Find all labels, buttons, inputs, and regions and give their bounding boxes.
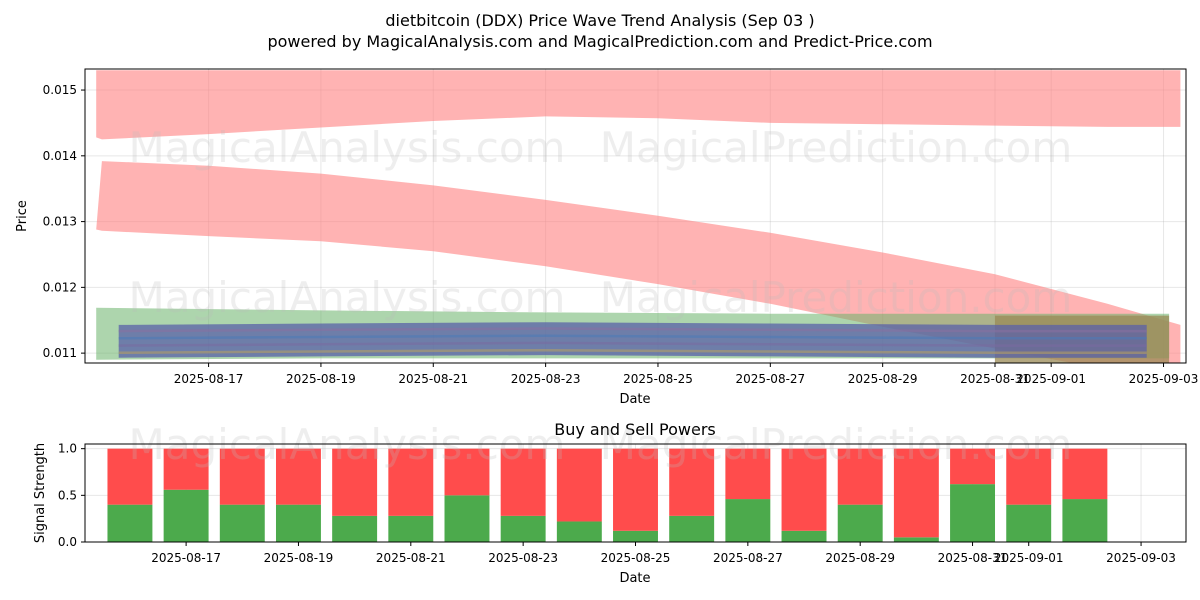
buy-bar xyxy=(1006,504,1052,542)
price-x-tick-label: 2025-08-21 xyxy=(398,372,468,386)
band-stripe xyxy=(118,348,1147,355)
buy-bar xyxy=(275,504,321,542)
buy-sell-x-tick-label: 2025-08-25 xyxy=(601,551,671,565)
sell-bar xyxy=(893,448,939,538)
chart-subtitle: powered by MagicalAnalysis.com and Magic… xyxy=(267,32,932,51)
buy-bar xyxy=(837,504,883,542)
buy-sell-x-tick-label: 2025-08-29 xyxy=(825,551,895,565)
buy-sell-x-tick-label: 2025-08-21 xyxy=(376,551,446,565)
band-stripe xyxy=(118,341,1147,347)
buy-sell-x-tick-label: 2025-08-31 xyxy=(938,551,1008,565)
price-y-tick-label: 0.012 xyxy=(43,280,77,294)
buy-bar xyxy=(613,530,658,542)
buy-sell-x-tick-label: 2025-08-19 xyxy=(264,551,334,565)
sell-bar xyxy=(332,448,378,516)
sell-bar xyxy=(275,448,321,505)
sell-bar xyxy=(950,448,996,485)
buy-bar xyxy=(444,495,490,542)
price-x-tick-label: 2025-08-31 xyxy=(960,372,1030,386)
watermark-left-mid: MagicalAnalysis.com xyxy=(129,273,566,322)
buy-bar xyxy=(219,504,265,542)
sell-bar xyxy=(444,448,490,496)
price-x-tick-label: 2025-09-01 xyxy=(1016,372,1086,386)
sell-bar xyxy=(500,448,546,516)
price-x-ticks: 2025-08-17 2025-08-19 2025-08-21 2025-08-23… xyxy=(174,363,1199,386)
buy-bar xyxy=(500,515,546,542)
buy-sell-y-tick-label: 0.0 xyxy=(58,535,77,549)
price-chart: MagicalAnalysis.com MagicalPrediction.co… xyxy=(15,68,1199,407)
sell-bar xyxy=(669,448,715,516)
band-red xyxy=(96,70,1181,140)
sell-bar xyxy=(781,448,827,531)
buy-sell-y-label: Signal Strength xyxy=(33,443,48,543)
price-y-tick-label: 0.011 xyxy=(43,346,77,360)
sell-bar xyxy=(1062,448,1108,500)
price-x-tick-label: 2025-08-17 xyxy=(174,372,244,386)
buy-sell-x-tick-label: 2025-08-23 xyxy=(488,551,558,565)
price-bands xyxy=(96,70,1181,363)
sell-bar xyxy=(163,448,209,490)
watermark-left-top: MagicalAnalysis.com xyxy=(129,123,566,172)
buy-bar xyxy=(669,515,715,542)
band-stripe xyxy=(118,334,1147,340)
price-x-tick-label: 2025-08-27 xyxy=(735,372,805,386)
band-stripe xyxy=(118,327,1147,333)
sell-bar xyxy=(613,448,658,531)
buy-sell-y-ticks: 0.0 0.5 1.0 xyxy=(58,442,85,549)
buy-sell-x-tick-label: 2025-09-01 xyxy=(994,551,1064,565)
buy-bar xyxy=(950,484,996,542)
price-y-tick-label: 0.014 xyxy=(43,149,77,163)
band-red xyxy=(96,161,1181,363)
buy-bar xyxy=(107,504,153,542)
sell-bar xyxy=(837,448,883,505)
price-x-tick-label: 2025-08-19 xyxy=(286,372,356,386)
buy-bar xyxy=(893,537,939,542)
sell-bar xyxy=(388,448,434,516)
price-y-label: Price xyxy=(15,200,30,232)
chart-title: dietbitcoin (DDX) Price Wave Trend Analy… xyxy=(385,11,814,30)
buy-sell-x-tick-label: 2025-08-17 xyxy=(151,551,221,565)
price-y-ticks: 0.011 0.012 0.013 0.014 0.015 xyxy=(43,83,85,360)
buy-bar xyxy=(163,489,209,542)
buy-sell-y-tick-label: 1.0 xyxy=(58,442,77,456)
buy-bar xyxy=(725,499,771,542)
price-y-tick-label: 0.015 xyxy=(43,83,77,97)
watermark-right-mid: MagicalPrediction.com xyxy=(600,273,1073,322)
buy-sell-bars xyxy=(107,448,1108,542)
price-x-tick-label: 2025-09-03 xyxy=(1129,372,1199,386)
buy-sell-title: Buy and Sell Powers xyxy=(554,420,716,439)
price-axes-frame xyxy=(84,68,1187,364)
price-y-tick-label: 0.013 xyxy=(43,215,77,229)
buy-sell-x-tick-label: 2025-08-27 xyxy=(713,551,783,565)
buy-bar xyxy=(332,515,378,542)
sell-bar xyxy=(107,448,153,505)
sell-bar xyxy=(1006,448,1052,505)
price-x-tick-label: 2025-08-29 xyxy=(848,372,918,386)
sell-bar xyxy=(725,448,771,500)
buy-bar xyxy=(781,530,827,542)
buy-sell-chart: Buy and Sell Powers MagicalAnalysis.com … xyxy=(33,420,1187,586)
buy-sell-x-tick-label: 2025-09-03 xyxy=(1106,551,1176,565)
buy-bar xyxy=(1062,499,1108,542)
sell-bar xyxy=(556,448,602,522)
price-x-tick-label: 2025-08-23 xyxy=(511,372,581,386)
sell-bar xyxy=(219,448,265,505)
watermark-right-top: MagicalPrediction.com xyxy=(600,123,1073,172)
price-x-tick-label: 2025-08-25 xyxy=(623,372,693,386)
buy-sell-x-ticks: 2025-08-17 2025-08-19 2025-08-21 2025-08-23… xyxy=(151,542,1176,565)
price-x-label: Date xyxy=(619,392,650,407)
buy-sell-x-label: Date xyxy=(619,571,650,586)
buy-bar xyxy=(388,515,434,542)
buy-sell-y-tick-label: 0.5 xyxy=(58,488,77,502)
buy-bar xyxy=(556,521,602,542)
